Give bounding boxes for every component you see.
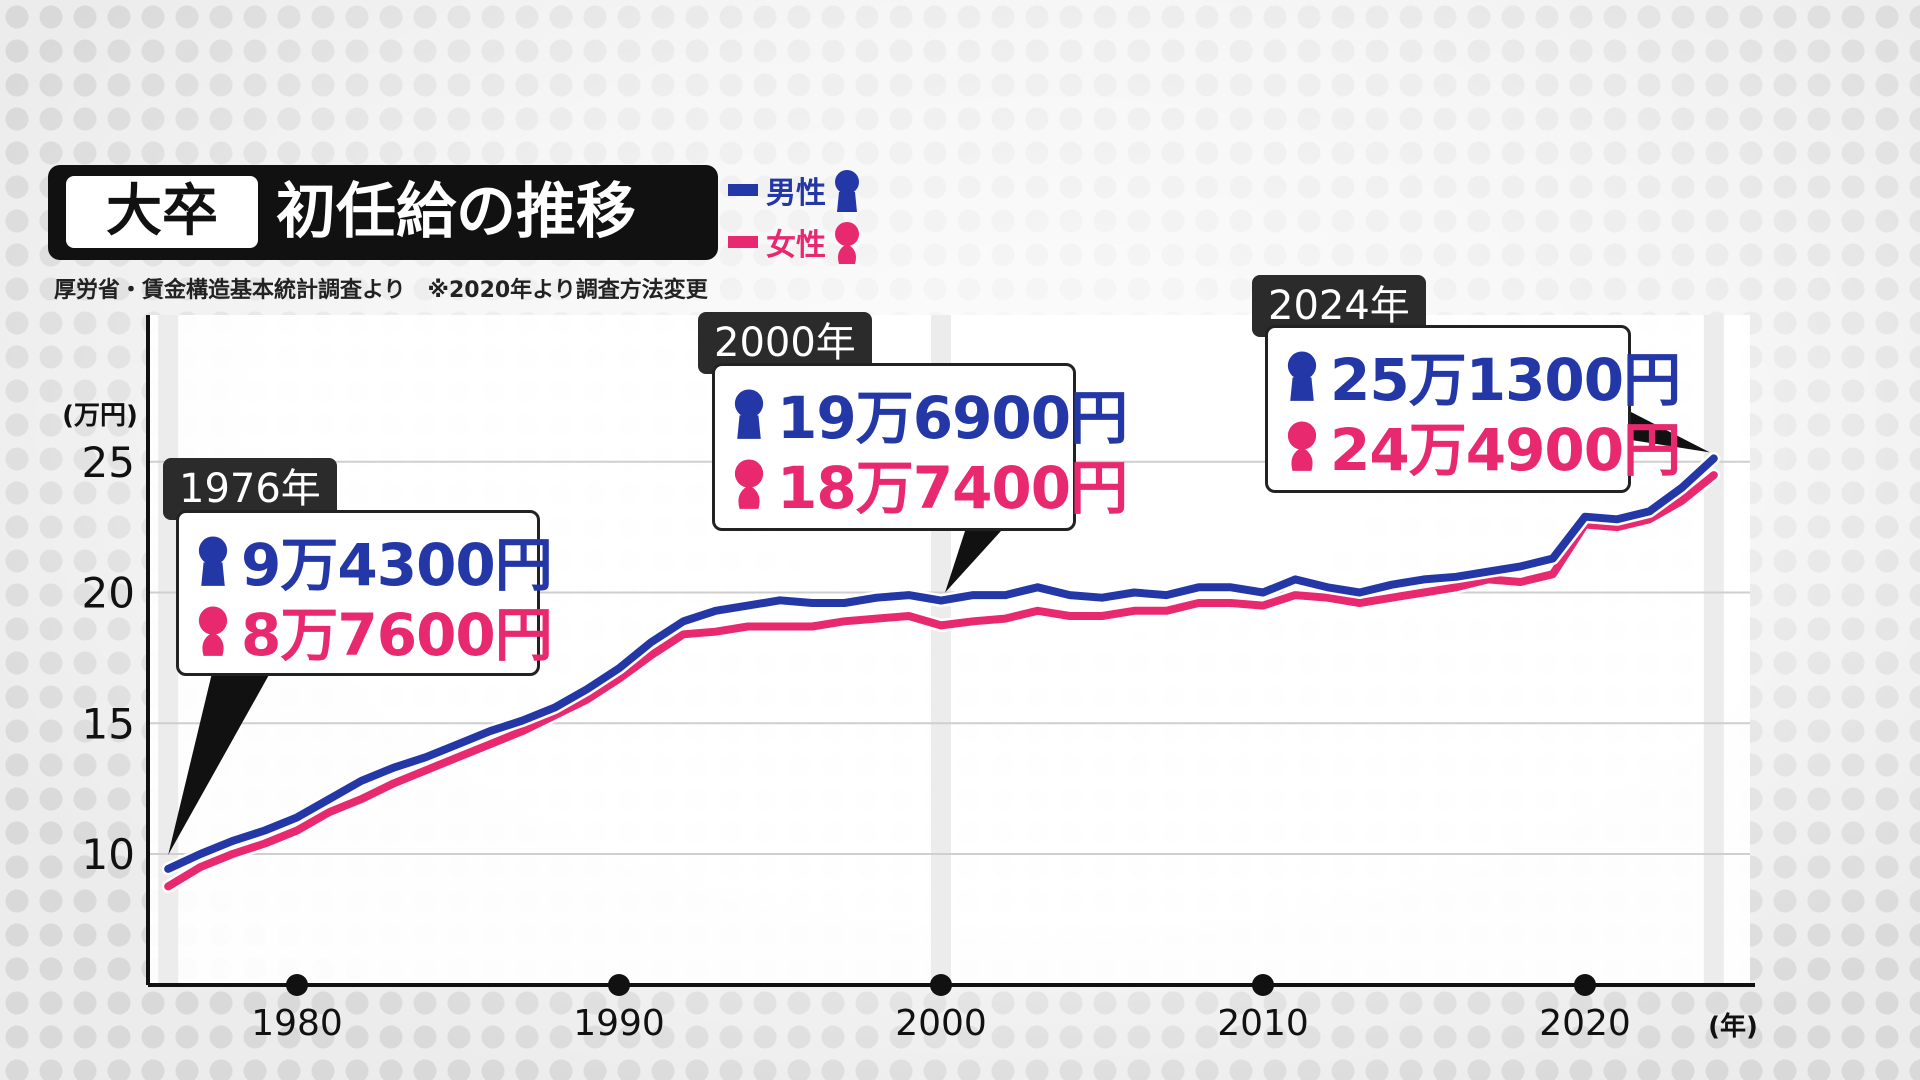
x-tick-dot [1252, 974, 1274, 996]
female-person-icon [835, 222, 859, 264]
y-tick-label: 25 [82, 438, 135, 487]
callout-2000-female-value: 18万7400円 [777, 454, 1128, 522]
y-axis-unit: (万円) [62, 401, 138, 431]
male-person-icon [1287, 351, 1317, 401]
legend-male-label: 男性 [766, 176, 826, 211]
female-person-icon [1287, 421, 1317, 471]
callout-1976-female: 8万7600円 [193, 595, 553, 669]
callout-2000-pointer [945, 531, 1001, 593]
x-axis-unit: (年) [1708, 1011, 1758, 1042]
series-line-female [164, 471, 1718, 891]
y-tick-label: 10 [82, 830, 135, 879]
x-tick-label: 2020 [1539, 1003, 1631, 1044]
y-tick-label: 20 [82, 569, 135, 618]
x-tick-label: 2000 [895, 1003, 987, 1044]
callout-2000-female: 18万7400円 [729, 448, 1128, 522]
legend-male: 男性 [728, 168, 864, 212]
x-tick-label: 2010 [1217, 1003, 1309, 1044]
callout-1976-male: 9万4300円 [193, 525, 553, 599]
callout-2000: 19万6900円 18万7400円 [712, 363, 1128, 531]
callout-2024-pointer [1631, 412, 1710, 453]
x-tick-label: 1990 [573, 1003, 665, 1044]
male-person-icon [835, 170, 859, 212]
x-tick-dot [608, 974, 630, 996]
male-person-icon [198, 536, 228, 586]
callout-2024-male-value: 25万1300円 [1330, 346, 1681, 414]
y-tick-label: 15 [82, 699, 135, 748]
female-person-icon [198, 606, 228, 656]
x-tick-label: 1980 [251, 1003, 343, 1044]
x-tick-dot [930, 974, 952, 996]
x-tick-dot [1574, 974, 1596, 996]
source-note: 厚労省・賃金構造基本統計調査より ※2020年より調査方法変更 [54, 278, 708, 303]
callout-1976: 9万4300円 8万7600円 [176, 510, 553, 676]
callout-2000-male-value: 19万6900円 [777, 384, 1128, 452]
callout-2024-male: 25万1300円 [1282, 340, 1681, 414]
legend-female: 女性 [728, 220, 864, 264]
callout-1976-male-value: 9万4300円 [241, 531, 553, 599]
series-line-male [164, 454, 1718, 873]
callout-1976-pointer [168, 673, 270, 855]
title-tag: 大卒 [66, 176, 258, 248]
legend-female-label: 女性 [766, 228, 826, 263]
x-tick-dot [286, 974, 308, 996]
callout-2024-female: 24万4900円 [1282, 410, 1681, 484]
callout-2024: 25万1300円 24万4900円 [1265, 325, 1681, 493]
year-band [1703, 315, 1724, 985]
callout-2000-male: 19万6900円 [729, 378, 1128, 452]
callout-1976-year: 1976年 [163, 458, 337, 520]
legend-male-swatch [728, 184, 758, 196]
male-person-icon [734, 389, 764, 439]
female-person-icon [734, 459, 764, 509]
chart-title: 初任給の推移 [276, 177, 636, 247]
legend-female-swatch [728, 236, 758, 248]
callout-2024-female-value: 24万4900円 [1330, 416, 1681, 484]
callout-1976-female-value: 8万7600円 [241, 601, 553, 669]
